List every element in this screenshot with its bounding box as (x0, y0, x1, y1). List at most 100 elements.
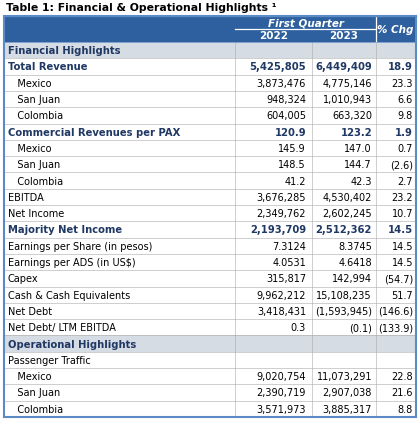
Text: 0.3: 0.3 (291, 322, 306, 332)
Text: San Juan: San Juan (8, 95, 60, 105)
Text: 142,994: 142,994 (332, 274, 372, 284)
Bar (4, 320, 416, 336)
Text: 15,108,235: 15,108,235 (316, 290, 372, 300)
Text: (133.9): (133.9) (378, 322, 413, 332)
Text: 147.0: 147.0 (344, 144, 372, 154)
Text: 2,193,709: 2,193,709 (250, 225, 306, 235)
Bar (4, 59, 416, 75)
Text: 2,907,038: 2,907,038 (323, 388, 372, 397)
Text: Mexico: Mexico (8, 144, 52, 154)
Text: (1,593,945): (1,593,945) (315, 306, 372, 316)
Text: 1,010,943: 1,010,943 (323, 95, 372, 105)
Text: 22.8: 22.8 (391, 371, 413, 381)
Text: 2022: 2022 (259, 31, 288, 41)
Text: First Quarter: First Quarter (268, 19, 344, 29)
Text: 2,512,362: 2,512,362 (315, 225, 372, 235)
Text: 2,390,719: 2,390,719 (257, 388, 306, 397)
Text: (54.7): (54.7) (384, 274, 413, 284)
Text: 148.5: 148.5 (278, 160, 306, 170)
Text: Financial Highlights: Financial Highlights (8, 46, 121, 56)
Bar (4, 124, 416, 141)
Text: 948,324: 948,324 (266, 95, 306, 105)
Text: Passenger Traffic: Passenger Traffic (8, 355, 91, 365)
Text: 2023: 2023 (330, 31, 359, 41)
Bar (4, 157, 416, 173)
Text: Earnings per Share (in pesos): Earnings per Share (in pesos) (8, 241, 152, 251)
Text: 21.6: 21.6 (391, 388, 413, 397)
Bar (4, 401, 416, 417)
Text: Colombia: Colombia (8, 404, 63, 414)
Bar (4, 75, 416, 92)
Text: Net Income: Net Income (8, 209, 64, 219)
Text: Cash & Cash Equivalents: Cash & Cash Equivalents (8, 290, 130, 300)
Text: 11,073,291: 11,073,291 (317, 371, 372, 381)
Text: 120.9: 120.9 (274, 127, 306, 137)
Text: San Juan: San Juan (8, 160, 60, 170)
Text: 14.5: 14.5 (388, 225, 413, 235)
Bar (4, 384, 416, 401)
Bar (4, 238, 416, 254)
Text: 8.3745: 8.3745 (338, 241, 372, 251)
Bar (4, 271, 416, 287)
Text: 42.3: 42.3 (351, 176, 372, 186)
Text: 144.7: 144.7 (344, 160, 372, 170)
Text: 3,676,285: 3,676,285 (257, 193, 306, 202)
Text: Colombia: Colombia (8, 111, 63, 121)
Text: 41.2: 41.2 (284, 176, 306, 186)
Text: Net Debt: Net Debt (8, 306, 52, 316)
Bar (4, 368, 416, 384)
Text: (146.6): (146.6) (378, 306, 413, 316)
Text: 3,571,973: 3,571,973 (257, 404, 306, 414)
Bar (4, 17, 416, 43)
Text: 4,775,146: 4,775,146 (323, 78, 372, 89)
Bar (4, 352, 416, 368)
Text: % Chg: % Chg (377, 25, 413, 35)
Bar (4, 189, 416, 205)
Bar (4, 222, 416, 238)
Bar (4, 43, 416, 59)
Text: Earnings per ADS (in US$): Earnings per ADS (in US$) (8, 257, 136, 268)
Text: 3,418,431: 3,418,431 (257, 306, 306, 316)
Bar (4, 287, 416, 303)
Text: Total Revenue: Total Revenue (8, 62, 87, 72)
Text: Table 1: Financial & Operational Highlights ¹: Table 1: Financial & Operational Highlig… (6, 3, 277, 13)
Text: 23.2: 23.2 (391, 193, 413, 202)
Text: 2,349,762: 2,349,762 (257, 209, 306, 219)
Text: Colombia: Colombia (8, 176, 63, 186)
Text: Majority Net Income: Majority Net Income (8, 225, 122, 235)
Text: 0.7: 0.7 (398, 144, 413, 154)
Text: 123.2: 123.2 (340, 127, 372, 137)
Bar (4, 303, 416, 320)
Bar (4, 108, 416, 124)
Text: 9,962,212: 9,962,212 (257, 290, 306, 300)
Text: 51.7: 51.7 (391, 290, 413, 300)
Text: 9.8: 9.8 (398, 111, 413, 121)
Text: 9,020,754: 9,020,754 (257, 371, 306, 381)
Text: (2.6): (2.6) (390, 160, 413, 170)
Bar (4, 336, 416, 352)
Text: 6,449,409: 6,449,409 (315, 62, 372, 72)
Text: Mexico: Mexico (8, 78, 52, 89)
Text: 604,005: 604,005 (266, 111, 306, 121)
Text: 7.3124: 7.3124 (272, 241, 306, 251)
Text: 145.9: 145.9 (278, 144, 306, 154)
Text: 18.9: 18.9 (388, 62, 413, 72)
Text: 2.7: 2.7 (397, 176, 413, 186)
Text: 4.0531: 4.0531 (272, 257, 306, 268)
Text: 14.5: 14.5 (391, 257, 413, 268)
Text: 23.3: 23.3 (391, 78, 413, 89)
Bar (4, 254, 416, 271)
Bar (4, 205, 416, 222)
Bar (4, 173, 416, 189)
Text: 14.5: 14.5 (391, 241, 413, 251)
Text: (0.1): (0.1) (349, 322, 372, 332)
Bar (4, 141, 416, 157)
Text: 3,873,476: 3,873,476 (257, 78, 306, 89)
Text: Commercial Revenues per PAX: Commercial Revenues per PAX (8, 127, 180, 137)
Text: 8.8: 8.8 (398, 404, 413, 414)
Text: 5,425,805: 5,425,805 (249, 62, 306, 72)
Text: Mexico: Mexico (8, 371, 52, 381)
Text: 315,817: 315,817 (266, 274, 306, 284)
Text: 4.6418: 4.6418 (339, 257, 372, 268)
Bar (4, 92, 416, 108)
